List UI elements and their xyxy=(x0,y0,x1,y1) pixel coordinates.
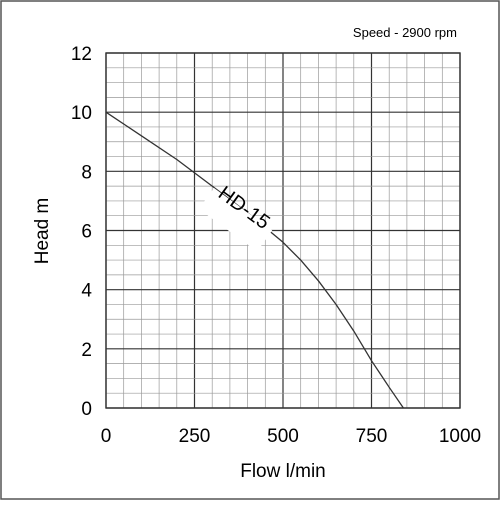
x-tick-label: 750 xyxy=(356,426,388,447)
plot-area-border xyxy=(105,52,461,409)
y-tick-label: 6 xyxy=(81,222,92,243)
x-tick-label: 1000 xyxy=(439,426,481,447)
y-axis-label: Head m xyxy=(32,198,53,265)
tick-labels: 0 250 500 750 1000 0 2 4 6 8 10 12 xyxy=(71,44,481,447)
x-tick-label: 250 xyxy=(179,426,211,447)
y-tick-label: 0 xyxy=(81,399,92,420)
series-layer xyxy=(105,111,404,409)
series-label-bg xyxy=(198,188,273,252)
grid xyxy=(105,52,461,409)
speed-annotation: Speed - 2900 rpm xyxy=(353,25,457,40)
series-line-hd-15 xyxy=(105,111,404,409)
x-tick-label: 0 xyxy=(101,426,112,447)
y-tick-label: 8 xyxy=(81,162,92,183)
y-tick-label: 12 xyxy=(71,44,92,65)
x-axis-label: Flow l/min xyxy=(240,461,326,482)
y-tick-label: 4 xyxy=(81,281,92,302)
x-tick-label: 500 xyxy=(267,426,299,447)
y-tick-label: 2 xyxy=(81,340,92,361)
y-tick-label: 10 xyxy=(71,103,92,124)
